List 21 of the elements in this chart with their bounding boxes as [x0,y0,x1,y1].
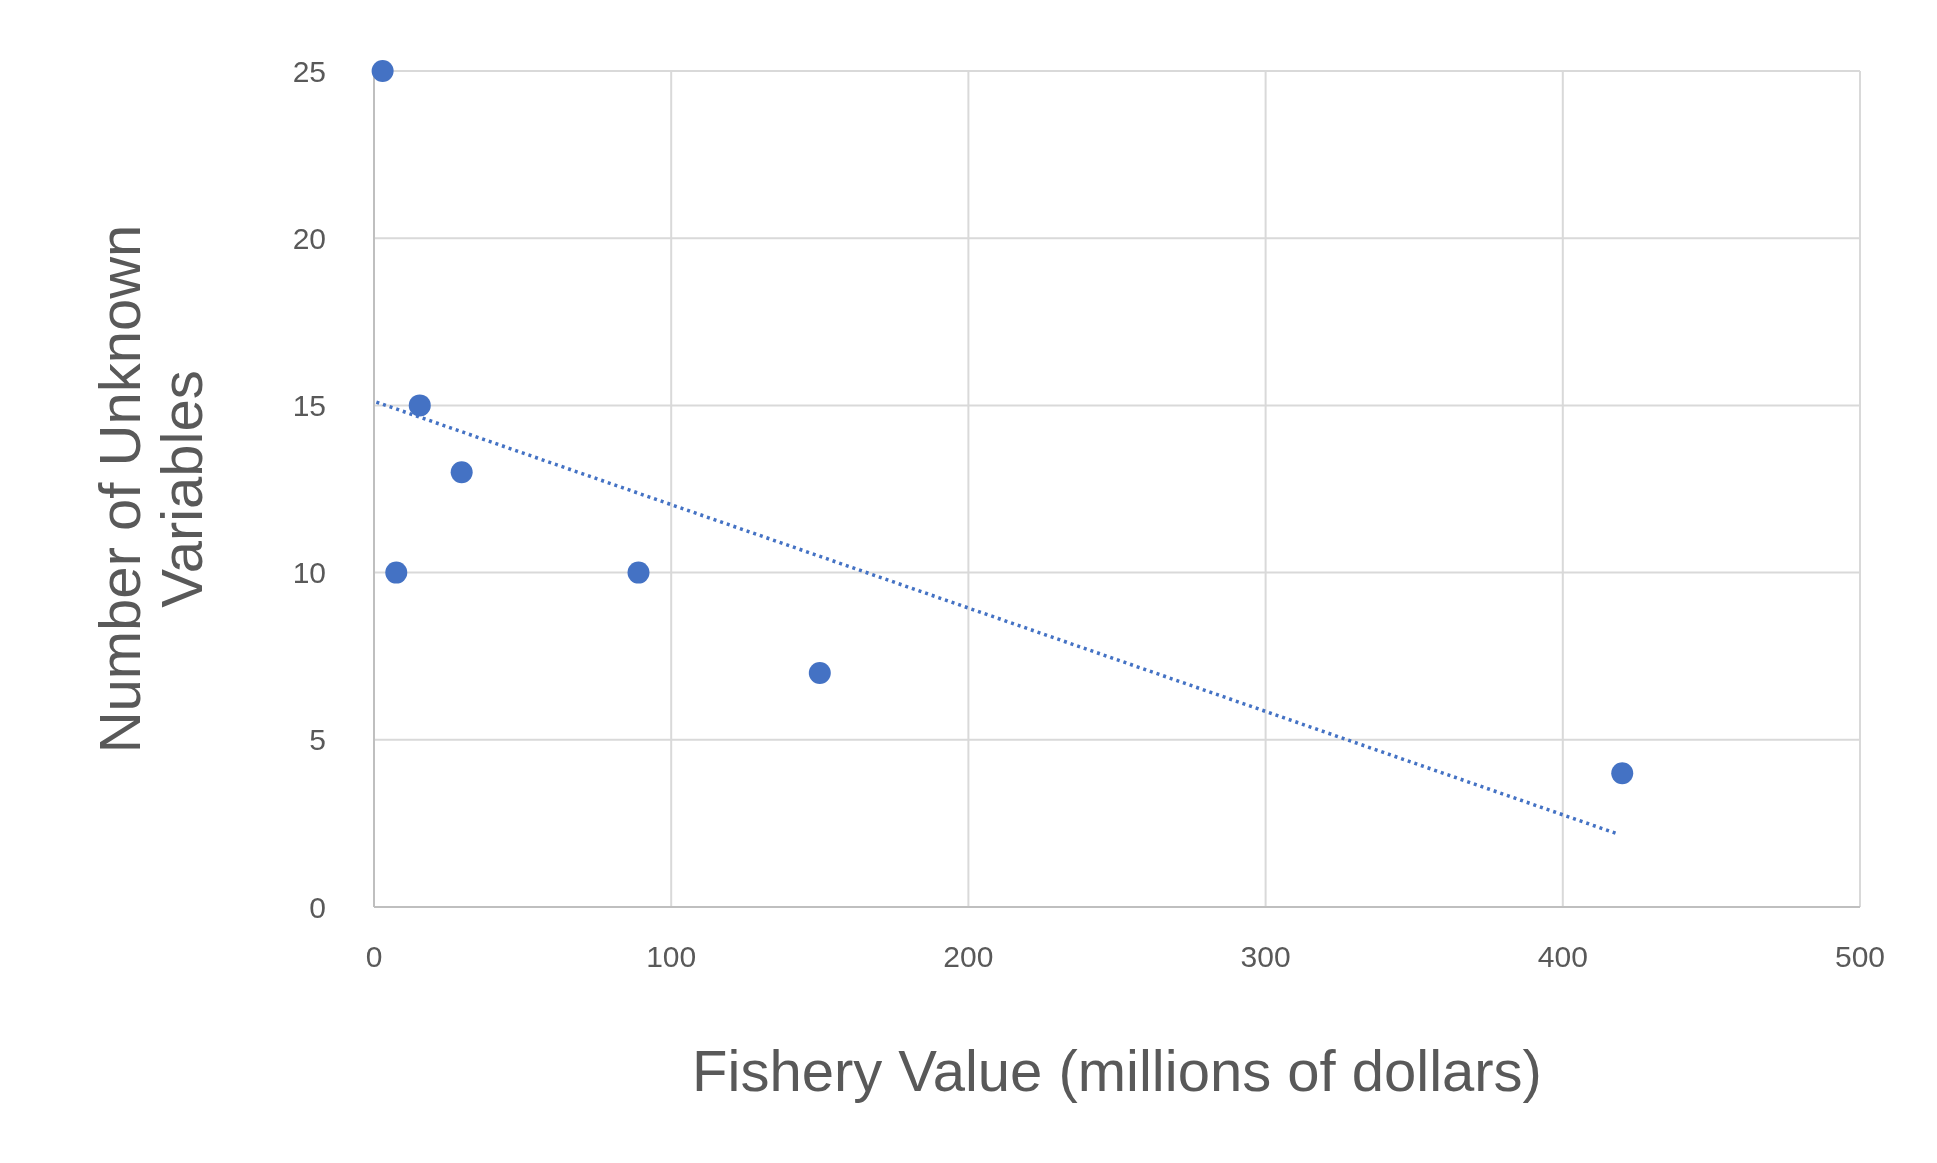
y-tick-label: 5 [309,723,326,757]
y-tick-label: 0 [309,890,326,924]
point [627,561,650,584]
x-tick-label: 400 [1537,940,1588,973]
x-axis-title: Fishery Value (millions of dollars) [692,1038,1542,1103]
x-tick-label: 0 [365,940,383,973]
y-tick-label: 15 [292,388,326,422]
y-tick-label: 10 [292,556,326,590]
y-tick-label: 25 [292,54,326,88]
x-tick-label: 100 [646,940,697,973]
y-axis-title: Number of Unknown Variables [87,224,214,754]
point [450,461,473,484]
point [808,661,831,684]
point [385,561,408,584]
x-tick-label: 200 [943,940,994,973]
x-tick-label: 300 [1240,940,1291,973]
y-tick-label: 20 [292,221,326,255]
point [408,394,431,417]
x-tick-label: 500 [1834,940,1886,973]
point [371,60,394,82]
point [1611,762,1634,785]
